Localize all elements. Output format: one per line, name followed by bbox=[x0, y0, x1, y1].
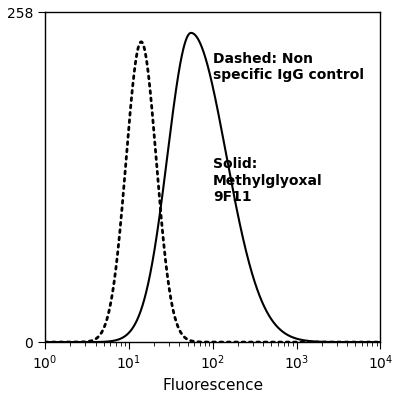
Text: Dashed: Non
specific IgG control: Dashed: Non specific IgG control bbox=[213, 52, 364, 82]
X-axis label: Fluorescence: Fluorescence bbox=[162, 378, 263, 393]
Text: Solid:
Methylglyoxal
9F11: Solid: Methylglyoxal 9F11 bbox=[213, 158, 322, 204]
